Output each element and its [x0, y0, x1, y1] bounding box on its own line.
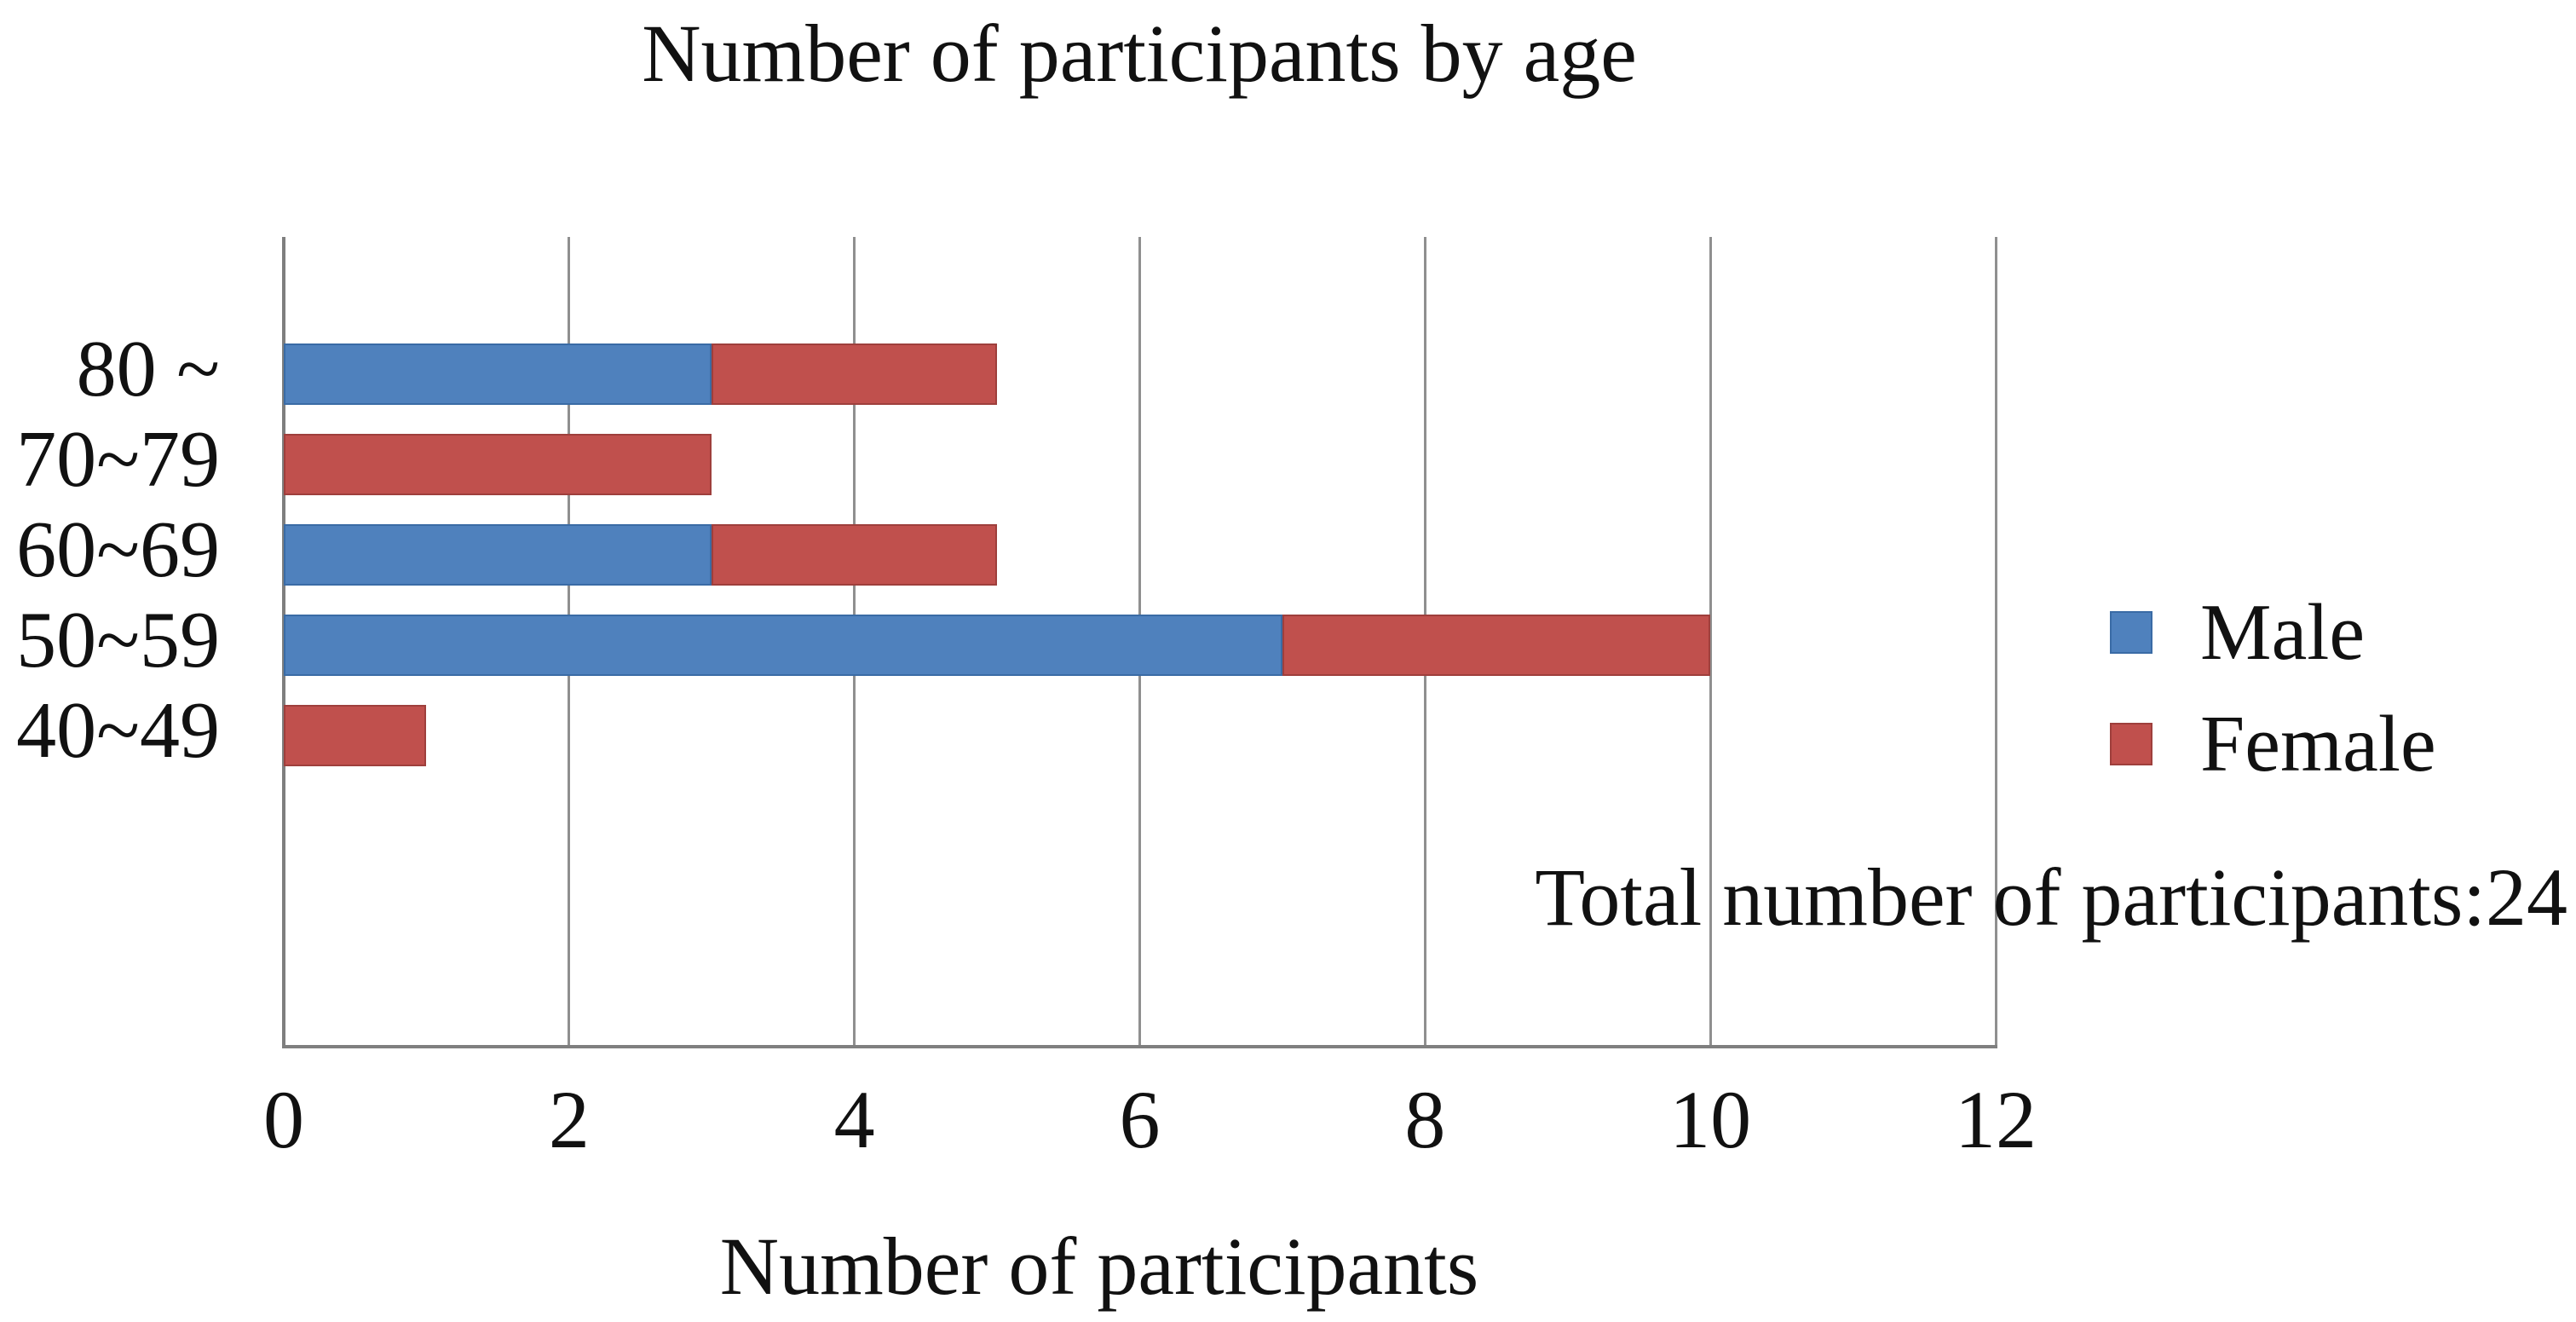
x-tick-label-10: 10: [1669, 1074, 1752, 1165]
bar-female-70~79: [284, 434, 712, 495]
chart-title: Number of participants by age: [642, 8, 1637, 99]
bar-male-80~: [284, 343, 712, 405]
legend-swatch-female: [2110, 723, 2152, 765]
bar-female-60~69: [712, 524, 998, 586]
x-tick-label-12: 12: [1955, 1074, 2037, 1165]
bar-female-80~: [712, 343, 998, 405]
bar-female-40~49: [284, 705, 427, 766]
legend-item-female: Female: [2110, 704, 2436, 784]
y-tick-label-80~: 80 ~: [76, 325, 220, 413]
legend-item-male: Male: [2110, 592, 2436, 673]
bar-male-50~59: [284, 615, 1282, 676]
x-tick-label-8: 8: [1404, 1074, 1446, 1165]
x-axis-title: Number of participants: [719, 1221, 1479, 1312]
y-tick-label-50~59: 50~59: [16, 596, 220, 684]
x-tick-label-6: 6: [1119, 1074, 1161, 1165]
y-tick-label-60~69: 60~69: [16, 505, 220, 594]
y-tick-label-70~79: 70~79: [16, 415, 220, 504]
bar-female-50~59: [1282, 615, 1711, 676]
legend-swatch-male: [2110, 611, 2152, 654]
legend-label-female: Female: [2200, 700, 2436, 788]
y-tick-label-40~49: 40~49: [16, 686, 220, 775]
x-tick-label-2: 2: [548, 1074, 590, 1165]
x-tick-label-0: 0: [263, 1074, 304, 1165]
gridline-x-12: [1994, 237, 1997, 1045]
x-axis-line: [282, 1045, 1997, 1048]
total-participants-annotation: Total number of participants:24: [1535, 852, 2567, 943]
legend-label-male: Male: [2200, 588, 2366, 677]
legend: Male Female: [2110, 592, 2436, 784]
x-tick-label-4: 4: [833, 1074, 875, 1165]
bar-male-60~69: [284, 524, 712, 586]
gridline-x-10: [1709, 237, 1712, 1045]
